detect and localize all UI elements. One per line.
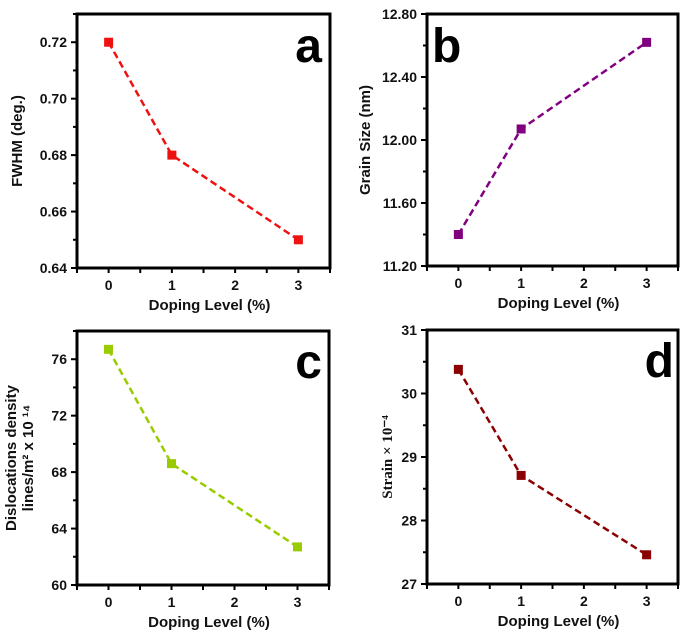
y-tick-label: 29	[401, 449, 417, 465]
x-tick-label: 0	[454, 593, 462, 609]
y-tick-label: 64	[51, 521, 67, 537]
y-tick-label: 30	[401, 386, 417, 402]
x-tick-label: 1	[168, 594, 176, 610]
x-tick-label: 2	[580, 275, 588, 291]
x-tick-label: 2	[231, 277, 239, 293]
y-tick-label: 11.60	[383, 195, 417, 211]
data-point	[453, 364, 463, 374]
y-tick-label: 0.72	[40, 34, 67, 50]
y-tick-label: 72	[51, 408, 67, 424]
x-tick-label: 1	[517, 593, 525, 609]
x-axis-title: Doping Level (%)	[498, 613, 620, 630]
y-tick-label: 12.40	[382, 69, 417, 85]
data-point	[104, 37, 114, 47]
x-axis-title: Doping Level (%)	[148, 614, 270, 631]
x-tick-label: 3	[643, 275, 651, 291]
plot-frame	[75, 329, 331, 587]
x-tick-label: 1	[517, 275, 525, 291]
x-tick-label: 1	[168, 277, 176, 293]
y-tick-label: 11.20	[383, 258, 417, 274]
x-tick-label: 0	[454, 275, 462, 291]
series-line	[107, 348, 299, 548]
y-axis-title: FWHM (deg.)	[9, 95, 26, 187]
y-tick-label: 31	[401, 322, 417, 338]
x-tick-label: 3	[643, 593, 651, 609]
y-tick-label: 0.66	[40, 204, 67, 220]
x-axis-title: Doping Level (%)	[149, 297, 271, 314]
plot-frame	[425, 12, 680, 268]
x-tick-label: 3	[294, 594, 302, 610]
y-axis-title-line2: lines/m² x 10 ¹⁴	[20, 405, 37, 512]
series-line	[107, 41, 300, 241]
data-point	[293, 542, 302, 552]
y-tick-label: 0.70	[40, 91, 67, 107]
y-tick-label: 12.80	[382, 6, 417, 22]
x-tick-label: 0	[105, 594, 113, 610]
data-point	[167, 459, 176, 469]
panel-letter: a	[295, 20, 322, 73]
panel-a: 0 1 2 3 0.64 0.66 0.68 0.70 0.72 Doping Level (%)…	[9, 12, 332, 314]
x-tick-label: 0	[105, 277, 113, 293]
panel-letter: d	[645, 335, 674, 388]
data-point	[642, 550, 652, 560]
y-tick-label: 12.00	[382, 132, 417, 148]
data-point	[453, 230, 463, 239]
y-tick-label: 0.68	[40, 147, 67, 163]
panel-c: 0 1 2 3 60 64 68 72 76 Doping Level (%) Dislocatio…	[3, 329, 331, 631]
y-tick-label: 68	[51, 464, 67, 480]
data-point	[293, 235, 303, 245]
data-point	[642, 37, 652, 47]
y-axis-title: Dislocations density	[3, 384, 20, 531]
data-point	[104, 344, 113, 354]
x-tick-label: 3	[294, 277, 302, 293]
x-axis-title: Doping Level (%)	[498, 295, 620, 312]
x-tick-label: 2	[231, 594, 239, 610]
data-point	[516, 124, 526, 134]
y-tick-label: 28	[401, 513, 417, 529]
y-tick-label: 27	[401, 576, 417, 592]
panel-d: 0 1 2 3 27 28 29 30 31 Doping Level (%) Strain × 1…	[380, 322, 680, 630]
y-tick-label: 76	[51, 351, 67, 367]
data-point	[516, 470, 526, 480]
panel-letter: c	[295, 336, 322, 389]
plot-frame	[425, 328, 680, 586]
data-point	[167, 150, 177, 160]
y-axis-title: Grain Size (nm)	[357, 85, 374, 195]
y-tick-label: 0.64	[40, 260, 67, 276]
panel-letter: b	[432, 20, 461, 73]
panel-b: 0 1 2 3 11.20 11.60 12.00 12.40 12.80 Doping Leve…	[357, 6, 680, 312]
series-line	[457, 41, 648, 236]
y-tick-label: 60	[51, 577, 67, 593]
x-tick-label: 2	[580, 593, 588, 609]
y-axis-title: Strain × 10⁻⁴	[380, 415, 396, 499]
series-line	[457, 368, 648, 556]
